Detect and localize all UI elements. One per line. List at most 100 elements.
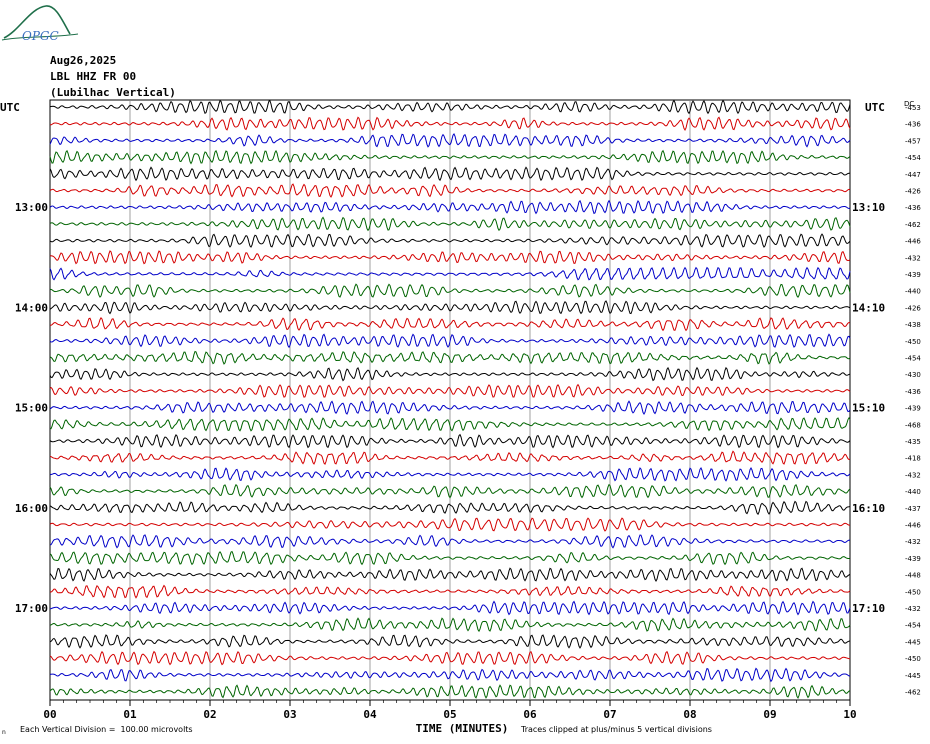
station-location: (Lubilhac Vertical) [50, 86, 176, 99]
opgc-logo: OPGC [1, 5, 79, 43]
seismic-trace [49, 517, 851, 532]
seismic-trace [49, 483, 851, 499]
dc-offset-label: -432 [905, 538, 921, 546]
dc-offset-label: -418 [905, 455, 921, 463]
x-tick-label: 06 [523, 708, 537, 721]
dc-offset-label: -450 [905, 588, 921, 596]
dc-offset-label: -440 [905, 288, 921, 296]
seismic-trace [49, 199, 851, 215]
x-tick-label: 08 [683, 708, 696, 721]
seismic-trace [49, 350, 851, 365]
right-time-label: 14:10 [852, 301, 885, 314]
dc-offset-label: -439 [905, 405, 921, 413]
left-axis-title: UTC [0, 101, 20, 114]
recording-date: Aug26,2025 [50, 54, 117, 67]
dc-offset-label: -454 [905, 154, 921, 162]
scale-note: Each Vertical Division = 100.00 microvol… [20, 725, 193, 734]
dc-offset-label: -468 [905, 421, 921, 429]
x-tick-label: 09 [763, 708, 776, 721]
dc-offset-label: -462 [905, 689, 921, 697]
dc-offset-label: -454 [905, 622, 921, 630]
traces [49, 99, 851, 700]
seismic-trace [49, 216, 851, 232]
seismic-trace [49, 534, 851, 549]
dc-offset-label: -457 [905, 137, 921, 145]
dc-offset-label: -426 [905, 304, 921, 312]
dc-offset-label: -439 [905, 271, 921, 279]
seismic-trace [49, 450, 851, 465]
dc-offset-label: -454 [905, 355, 921, 363]
seismic-trace [49, 650, 851, 666]
x-tick-label: 04 [363, 708, 377, 721]
seismic-trace [49, 132, 851, 148]
right-time-label: 15:10 [852, 402, 885, 415]
x-tick-label: 00 [43, 708, 56, 721]
seismic-trace [49, 567, 851, 583]
axis-labels: 00 01 02 03 04 05 06 07 08 09 10 TIME (MINUTES) UTC U… [0, 100, 921, 735]
seismic-trace [49, 667, 851, 683]
seismic-trace [49, 266, 851, 281]
dc-offset-label: -448 [905, 572, 921, 580]
dc-offset-label: -435 [905, 438, 921, 446]
right-time-label: 17:10 [852, 602, 885, 615]
dc-offset-label: -462 [905, 221, 921, 229]
seismic-trace [49, 634, 851, 649]
dc-offset-label: -450 [905, 338, 921, 346]
dc-offset-label: -440 [905, 488, 921, 496]
seismic-trace [49, 300, 851, 315]
seismic-trace [49, 166, 851, 182]
dc-offset-label: -453 [905, 104, 921, 112]
x-tick-label: 03 [283, 708, 296, 721]
seismic-trace [49, 466, 851, 482]
seismic-trace [49, 500, 851, 516]
seismic-trace [49, 366, 851, 382]
seismic-trace [49, 283, 851, 298]
dc-offset-label: -426 [905, 188, 921, 196]
dc-offset-label: -436 [905, 204, 921, 212]
corner-mark: n [2, 729, 6, 736]
right-time-label: 13:10 [852, 201, 885, 214]
dc-offset-label: -436 [905, 121, 921, 129]
x-tick-label: 01 [123, 708, 137, 721]
dc-offset-label: -447 [905, 171, 921, 179]
right-time-label: 16:10 [852, 502, 885, 515]
seismic-trace [49, 600, 851, 616]
seismic-trace [49, 183, 851, 198]
x-tick-label: 10 [843, 708, 856, 721]
dc-offset-label: -432 [905, 254, 921, 262]
seismic-trace [49, 116, 851, 131]
seismic-trace [49, 333, 851, 349]
dc-offset-label: -446 [905, 238, 921, 246]
seismic-trace [49, 416, 851, 432]
seismic-trace [49, 550, 851, 566]
clip-note: Traces clipped at plus/minus 5 vertical … [521, 725, 712, 734]
seismic-trace [49, 684, 851, 700]
station-code: LBL HHZ FR 00 [50, 70, 137, 83]
left-time-label: 15:00 [15, 402, 48, 415]
left-time-label: 16:00 [15, 502, 48, 515]
dc-label: DC [904, 100, 914, 108]
dc-offset-label: -436 [905, 388, 921, 396]
seismic-trace [49, 383, 851, 398]
left-time-label: 13:00 [15, 201, 48, 214]
dc-offset-label: -432 [905, 605, 921, 613]
x-tick-label: 05 [443, 708, 456, 721]
seismic-trace [49, 233, 851, 248]
seismic-trace [49, 250, 851, 265]
seismic-trace [49, 149, 851, 165]
dc-offset-label: -438 [905, 321, 921, 329]
dc-offset-label: -446 [905, 522, 921, 530]
dc-offset-label: -439 [905, 555, 921, 563]
seismic-trace [49, 99, 851, 115]
dc-offset-label: -430 [905, 371, 921, 379]
grid [49, 99, 851, 706]
left-time-label: 14:00 [15, 301, 48, 314]
seismic-trace [49, 316, 851, 332]
x-tick-label: 07 [603, 708, 616, 721]
dc-offset-label: -432 [905, 471, 921, 479]
seismic-trace [49, 617, 851, 633]
dc-offset-label: -450 [905, 655, 921, 663]
dc-offset-label: -445 [905, 672, 921, 680]
x-axis-title: TIME (MINUTES) [416, 722, 509, 735]
